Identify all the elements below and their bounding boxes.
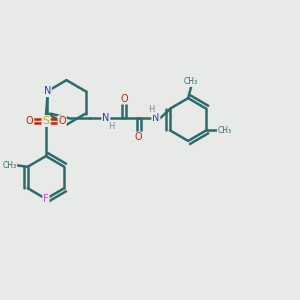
Text: O: O xyxy=(135,132,142,142)
Text: O: O xyxy=(26,116,34,126)
Text: O: O xyxy=(120,94,128,104)
Text: O: O xyxy=(58,116,66,126)
Text: N: N xyxy=(44,86,51,96)
Text: N: N xyxy=(102,113,110,123)
Text: F: F xyxy=(43,194,49,204)
Text: CH₃: CH₃ xyxy=(2,161,16,170)
Text: H: H xyxy=(108,122,114,131)
Text: CH₃: CH₃ xyxy=(218,126,232,135)
Text: H: H xyxy=(148,105,154,114)
Text: CH₃: CH₃ xyxy=(184,77,198,86)
Text: S: S xyxy=(42,116,50,126)
Text: N: N xyxy=(152,113,160,123)
